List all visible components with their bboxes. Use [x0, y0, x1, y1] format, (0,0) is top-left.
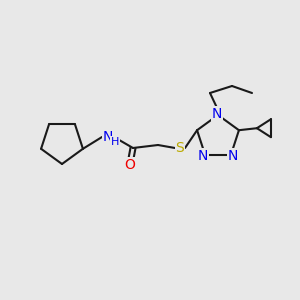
Text: H: H	[111, 137, 119, 147]
Text: O: O	[124, 158, 135, 172]
Text: N: N	[212, 107, 222, 121]
Text: N: N	[198, 149, 208, 163]
Text: N: N	[103, 130, 113, 144]
Text: N: N	[228, 149, 238, 163]
Text: S: S	[176, 141, 184, 155]
